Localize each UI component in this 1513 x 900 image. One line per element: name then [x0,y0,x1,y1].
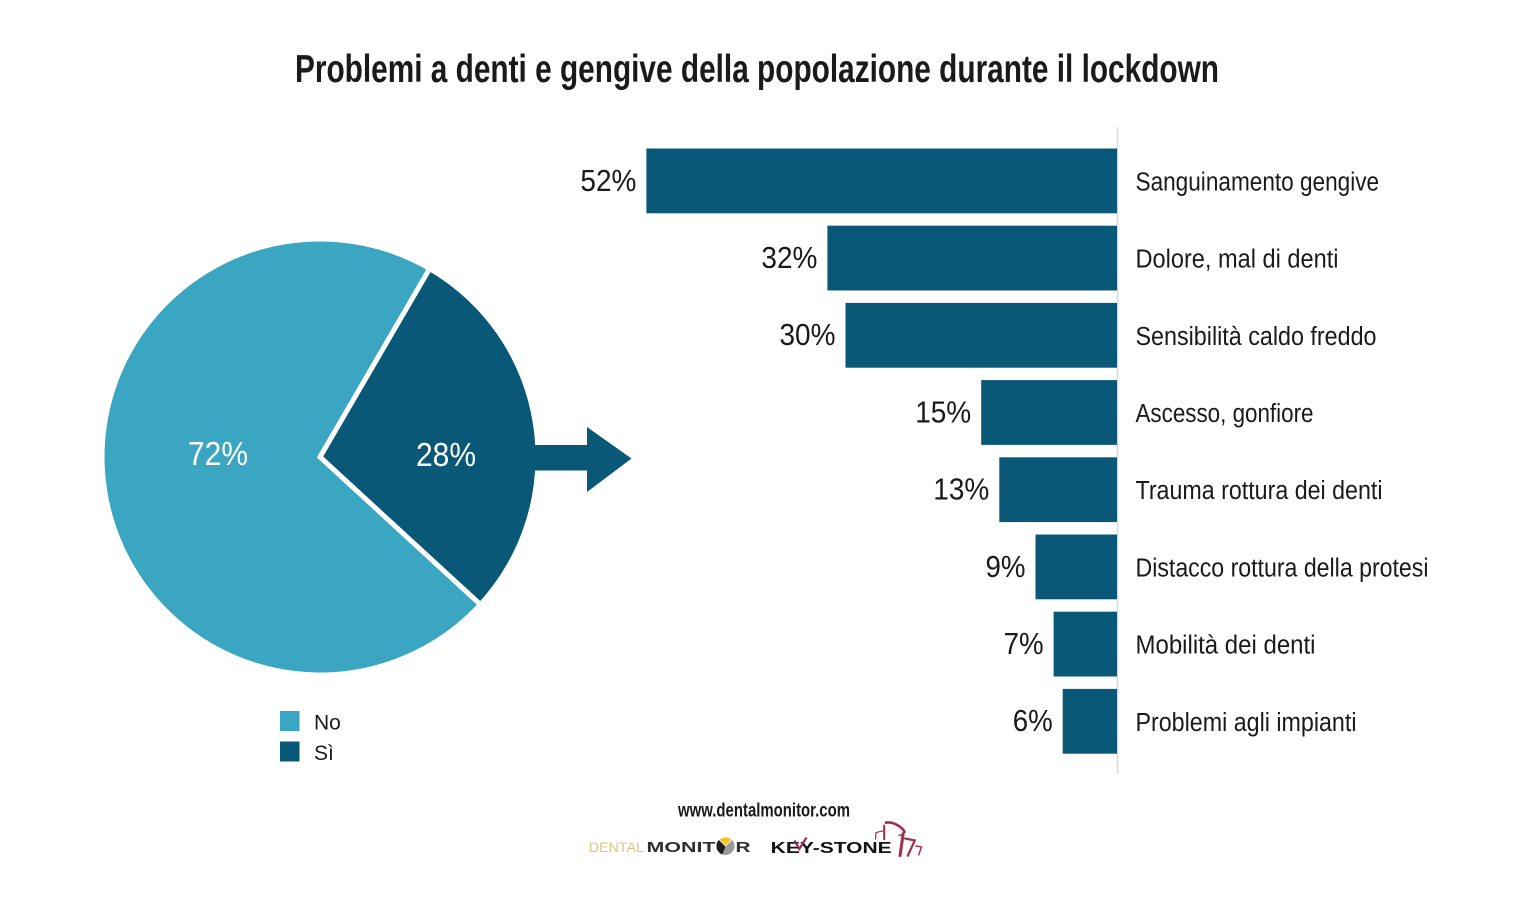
svg-text:Sensibilità caldo freddo: Sensibilità caldo freddo [1136,323,1377,351]
svg-text:Problemi a denti e gengive del: Problemi a denti e gengive della popolaz… [295,48,1219,91]
svg-text:KEY-STONE: KEY-STONE [771,840,892,857]
svg-text:32%: 32% [761,240,817,275]
svg-text:Ascesso, gonfiore: Ascesso, gonfiore [1136,400,1314,428]
svg-text:R: R [736,839,751,856]
svg-text:DENTAL: DENTAL [589,839,644,855]
svg-text:28%: 28% [416,436,476,473]
svg-text:30%: 30% [780,317,836,352]
svg-text:MONIT: MONIT [647,839,716,856]
svg-text:13%: 13% [933,472,989,507]
svg-text:Sanguinamento gengive: Sanguinamento gengive [1136,168,1380,196]
svg-text:7%: 7% [1004,626,1044,661]
svg-text:15%: 15% [915,394,971,429]
svg-text:www.dentalmonitor.com: www.dentalmonitor.com [677,801,850,822]
svg-text:Trauma rottura dei denti: Trauma rottura dei denti [1136,477,1383,505]
svg-text:Distacco rottura della protesi: Distacco rottura della protesi [1136,554,1429,582]
svg-text:52%: 52% [580,163,636,198]
svg-text:9%: 9% [986,549,1026,584]
svg-text:No: No [314,712,341,735]
svg-text:Mobilità dei denti: Mobilità dei denti [1136,632,1316,660]
svg-text:Sì: Sì [314,742,334,765]
svg-text:72%: 72% [188,435,248,472]
svg-text:Problemi agli impianti: Problemi agli impianti [1136,709,1357,737]
svg-text:Dolore, mal di denti: Dolore, mal di denti [1136,246,1339,274]
svg-text:6%: 6% [1013,703,1053,738]
